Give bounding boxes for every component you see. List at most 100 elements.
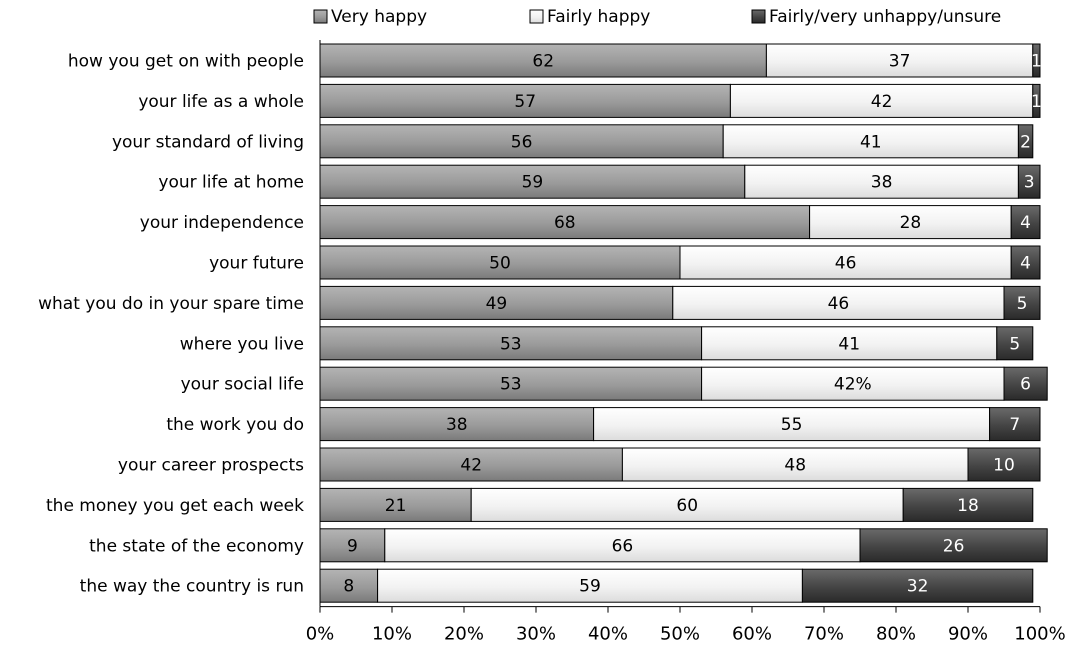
category-label: the money you get each week — [46, 496, 304, 516]
category-label: your standard of living — [112, 132, 304, 152]
legend-swatch — [751, 9, 766, 24]
bar-segment — [1032, 83, 1041, 118]
x-tick-label: 50% — [660, 624, 700, 645]
data-label: 32 — [907, 577, 929, 597]
data-label: 9 — [347, 536, 358, 556]
data-label: 38 — [871, 173, 893, 193]
x-tick-label: 100% — [1014, 624, 1065, 645]
data-label: 60 — [676, 496, 698, 516]
bar-segment — [809, 205, 1012, 240]
bar-segment — [859, 528, 1048, 563]
data-label: 8 — [343, 577, 354, 597]
data-label: 7 — [1009, 415, 1020, 435]
category-label: your social life — [181, 375, 304, 395]
data-label: 68 — [554, 213, 576, 233]
data-label: 10 — [993, 456, 1015, 476]
bar-segment — [765, 43, 1034, 78]
category-label: your independence — [140, 213, 304, 233]
data-label: 5 — [1017, 294, 1028, 314]
data-label: 42 — [871, 92, 893, 112]
data-label: 28 — [900, 213, 922, 233]
data-label: 48 — [784, 456, 806, 476]
data-label: 18 — [957, 496, 979, 516]
legend-label: Fairly happy — [547, 7, 650, 27]
bar-segment — [319, 124, 724, 159]
data-label: 46 — [828, 294, 850, 314]
bar-segment — [470, 487, 904, 522]
data-label: 62 — [532, 52, 554, 72]
x-tick-label: 10% — [372, 624, 412, 645]
category-label: where you live — [180, 334, 304, 354]
data-label: 21 — [385, 496, 407, 516]
legend-swatch — [313, 9, 328, 24]
bar-segment — [902, 487, 1034, 522]
bar-segment — [319, 285, 674, 320]
data-label: 38 — [446, 415, 468, 435]
x-tick-label: 90% — [948, 624, 988, 645]
legend-label: Fairly/very unhappy/unsure — [769, 7, 1001, 27]
data-label: 41 — [860, 132, 882, 152]
bar-segment — [801, 568, 1034, 603]
category-label: the state of the economy — [89, 536, 304, 556]
bar-segment — [701, 326, 998, 361]
bar-segment — [1017, 124, 1034, 159]
x-tick-label: 40% — [588, 624, 628, 645]
data-label: 37 — [889, 52, 911, 72]
bar-segment — [621, 447, 969, 482]
bar-segment — [1032, 43, 1041, 78]
bar-segment — [989, 407, 1041, 442]
x-tick-label: 80% — [876, 624, 916, 645]
bar-segment — [672, 285, 1005, 320]
data-label: 46 — [835, 254, 857, 274]
bar-segment — [319, 164, 746, 199]
bar-segment — [384, 528, 861, 563]
bar-segment — [319, 366, 703, 401]
data-label: 26 — [943, 536, 965, 556]
data-label: 59 — [522, 173, 544, 193]
category-label: your life as a whole — [138, 92, 304, 112]
data-label: 55 — [781, 415, 803, 435]
data-label: 1 — [1031, 92, 1042, 112]
bar-segment — [701, 366, 1005, 401]
x-tick-label: 30% — [516, 624, 556, 645]
data-label: 57 — [514, 92, 536, 112]
bar-segment — [1010, 205, 1041, 240]
data-label: 5 — [1009, 334, 1020, 354]
bar-segment — [996, 326, 1034, 361]
category-label: what you do in your spare time — [38, 294, 304, 314]
category-label: your future — [209, 254, 304, 274]
x-tick-label: 20% — [444, 624, 484, 645]
data-label: 4 — [1020, 213, 1031, 233]
bar-segment — [319, 447, 623, 482]
category-label: the work you do — [166, 415, 304, 435]
bar-segment — [967, 447, 1041, 482]
bar-segment — [1003, 285, 1041, 320]
data-label: 42% — [834, 375, 872, 395]
data-label: 53 — [500, 334, 522, 354]
category-label: the way the country is run — [80, 577, 304, 597]
data-label: 3 — [1024, 173, 1035, 193]
data-label: 6 — [1020, 375, 1031, 395]
data-label: 50 — [489, 254, 511, 274]
data-label: 41 — [838, 334, 860, 354]
bar-segment — [744, 164, 1019, 199]
category-label: your career prospects — [118, 456, 304, 476]
x-tick-label: 60% — [732, 624, 772, 645]
data-label: 2 — [1020, 132, 1031, 152]
data-label: 49 — [486, 294, 508, 314]
category-label: your life at home — [158, 173, 304, 193]
bar-segment — [1003, 366, 1048, 401]
bar-segment — [319, 43, 767, 78]
bar-segment — [377, 568, 803, 603]
legend-swatch — [529, 9, 544, 24]
data-label: 66 — [612, 536, 634, 556]
category-label: how you get on with people — [68, 52, 304, 72]
legend-label: Very happy — [331, 7, 427, 27]
data-label: 56 — [511, 132, 533, 152]
data-label: 53 — [500, 375, 522, 395]
data-label: 59 — [579, 577, 601, 597]
data-label: 1 — [1031, 52, 1042, 72]
bar-segment — [1010, 245, 1041, 280]
data-label: 42 — [460, 456, 482, 476]
